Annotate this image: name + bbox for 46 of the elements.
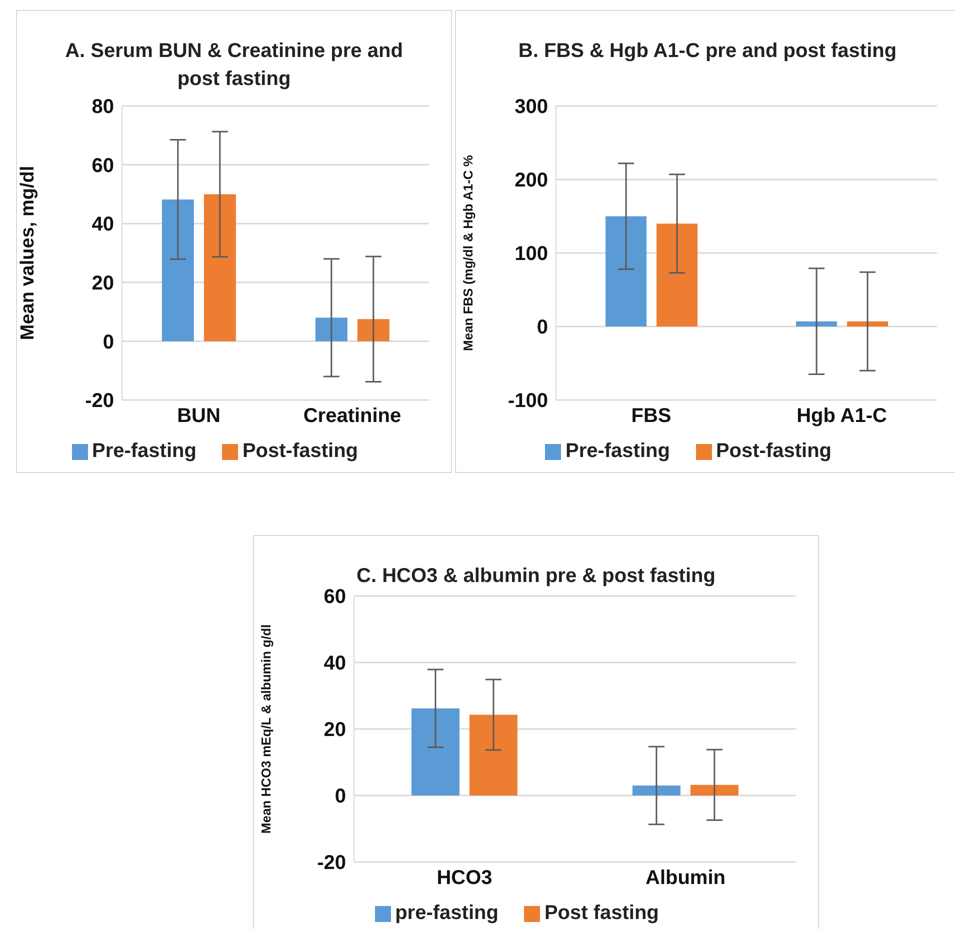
y-axis-title: Mean HCO3 mEq/L & albumin g/dl bbox=[258, 624, 274, 834]
y-tick-label: 60 bbox=[92, 154, 114, 177]
y-tick-label: 80 bbox=[92, 96, 114, 118]
x-tick-label: HCO3 bbox=[436, 867, 492, 890]
bar bbox=[606, 216, 647, 326]
x-tick-label: BUN bbox=[177, 405, 220, 428]
bar bbox=[632, 786, 680, 796]
bar bbox=[204, 194, 236, 342]
y-axis-title: Mean FBS (mg/dl & Hgb A1-C % bbox=[460, 154, 476, 351]
x-tick-label: Albumin bbox=[646, 867, 726, 890]
legend-label: Post-fasting bbox=[716, 440, 832, 462]
bar bbox=[469, 714, 518, 796]
chart-title: C. HCO3 & albumin pre & post fasting bbox=[356, 564, 716, 587]
bar bbox=[847, 321, 888, 326]
y-tick-label: 200 bbox=[514, 170, 548, 192]
legend-label: Pre-fasting bbox=[92, 440, 196, 462]
x-tick-label: Hgb A1-C bbox=[796, 405, 887, 428]
y-tick-label: 40 bbox=[324, 652, 346, 675]
bar bbox=[411, 708, 460, 796]
bar bbox=[162, 199, 194, 342]
y-tick-label: 0 bbox=[102, 331, 114, 354]
x-tick-label: Creatinine bbox=[303, 405, 402, 428]
x-tick-label: FBS bbox=[631, 405, 672, 428]
y-tick-label: -20 bbox=[317, 852, 346, 874]
chart-title: B. FBS & Hgb A1-C pre and post fasting bbox=[517, 39, 898, 64]
bar bbox=[315, 318, 348, 342]
y-tick-label: 40 bbox=[92, 214, 114, 236]
y-tick-label: 20 bbox=[92, 272, 114, 294]
y-tick-label: 100 bbox=[514, 243, 548, 266]
bar bbox=[357, 319, 390, 342]
bar bbox=[796, 321, 838, 326]
bar bbox=[656, 224, 698, 326]
y-tick-label: 60 bbox=[324, 586, 346, 608]
legend-label: Post fasting bbox=[544, 902, 659, 924]
y-tick-label: 300 bbox=[514, 96, 548, 118]
y-tick-label: -20 bbox=[85, 390, 114, 412]
legend-label: pre-fasting bbox=[395, 902, 498, 924]
y-tick-label: 20 bbox=[324, 719, 346, 742]
y-tick-label: 0 bbox=[536, 316, 548, 339]
chart-title: A. Serum BUN & Creatinine pre and post fasting bbox=[64, 39, 404, 92]
legend-label: Pre-fasting bbox=[565, 440, 670, 462]
bar bbox=[690, 784, 738, 796]
y-tick-label: -100 bbox=[508, 390, 548, 412]
y-axis-title: Mean values, mg/dl bbox=[18, 166, 39, 340]
legend-label: Post-fasting bbox=[242, 440, 358, 462]
y-tick-label: 0 bbox=[334, 786, 346, 808]
